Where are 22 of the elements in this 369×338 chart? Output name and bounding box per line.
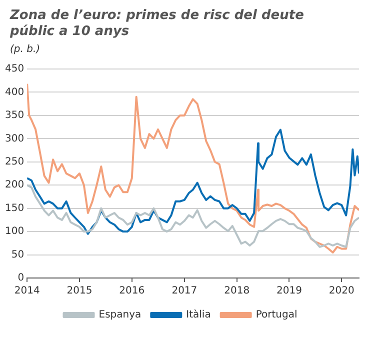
chart-title: Zona de l’euro: primes de risc del deute públic a 10 anys <box>10 8 305 40</box>
y-tick-label: 350 <box>4 110 24 122</box>
chart-subtitle: (p. b.) <box>10 44 40 55</box>
x-tick-label: 2014 <box>14 286 40 297</box>
x-tick-label: 2016 <box>119 286 145 297</box>
legend-label: Portugal <box>256 310 298 321</box>
y-tick-label: 100 <box>4 226 24 238</box>
x-tick-label: 2018 <box>224 286 250 297</box>
y-tick-label: 450 <box>4 64 24 75</box>
x-tick-label: 2015 <box>66 286 92 297</box>
legend-label: Itàlia <box>186 310 211 321</box>
y-tick-label: 300 <box>4 133 24 144</box>
y-tick-label: 250 <box>4 156 24 168</box>
y-tick-label: 200 <box>4 180 24 191</box>
y-tick-label: 150 <box>4 202 24 214</box>
y-tick-label: 0 <box>18 272 24 284</box>
x-tick-label: 2019 <box>276 286 302 297</box>
y-tick-label: 50 <box>11 249 24 260</box>
y-tick-label: 400 <box>4 86 24 98</box>
x-tick-label: 2020 <box>328 286 354 297</box>
x-tick-label: 2017 <box>172 286 198 297</box>
legend-label: Espanya <box>98 310 142 321</box>
